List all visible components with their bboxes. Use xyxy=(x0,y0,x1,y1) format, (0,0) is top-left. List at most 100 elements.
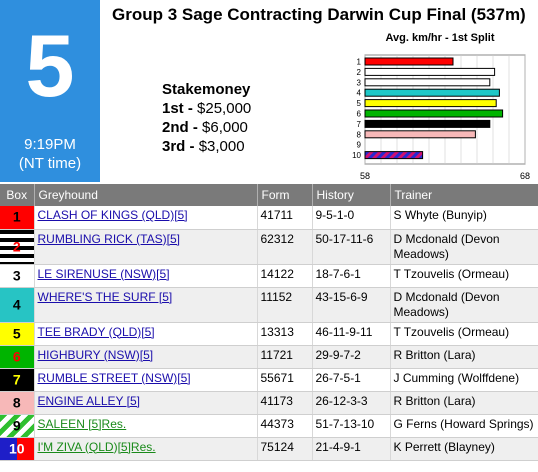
chart-category-labels: 123 45 678 910 xyxy=(352,58,361,161)
greyhound-cell: SALEEN [5]Res. xyxy=(34,414,258,438)
form-cell: 11721 xyxy=(257,345,313,369)
greyhound-link[interactable]: I'M ZIVA (QLD)[5]Res. xyxy=(37,439,156,454)
box-number: 8 xyxy=(12,394,21,410)
place-amount: $6,000 xyxy=(202,119,248,136)
box-number: 10 xyxy=(8,440,25,456)
field-table: Box Greyhound Form History Trainer 1 CLAS… xyxy=(0,184,538,461)
race-title: Group 3 Sage Contracting Darwin Cup Fina… xyxy=(112,5,526,24)
greyhound-link[interactable]: CLASH OF KINGS (QLD)[5] xyxy=(37,208,188,222)
greyhound-cell: ENGINE ALLEY [5] xyxy=(34,391,258,415)
box-cell: 6 xyxy=(0,345,35,369)
box-cell: 3 xyxy=(0,264,35,288)
box-cell: 2 xyxy=(0,229,35,265)
table-row: 6 HIGHBURY (NSW)[5] 11721 29-9-7-2 R Britton… xyxy=(0,345,538,369)
place-label: 2nd xyxy=(162,119,189,136)
form-cell: 44373 xyxy=(257,414,313,438)
x-tick-label: 68 xyxy=(520,171,530,181)
table-row: 1 CLASH OF KINGS (QLD)[5] 41711 9-5-1-0 S Wh… xyxy=(0,206,538,230)
chart-bar xyxy=(364,151,424,160)
trainer-cell: D Mcdonald (Devon Meadows) xyxy=(390,229,538,265)
box-cell: 8 xyxy=(0,391,35,415)
rug-icon: 6 xyxy=(0,345,34,368)
greyhound-link[interactable]: RUMBLE STREET (NSW)[5] xyxy=(37,370,191,385)
rug-icon: 3 xyxy=(0,264,34,287)
history-cell: 43-15-6-9 xyxy=(312,287,391,323)
category-label: 1 xyxy=(357,58,362,67)
trainer-cell: J Cumming (Wolffdene) xyxy=(390,368,538,392)
category-label: 4 xyxy=(357,89,362,98)
chart-bar xyxy=(364,109,504,118)
place-amount: $3,000 xyxy=(198,138,245,155)
greyhound-link[interactable]: HIGHBURY (NSW)[5] xyxy=(37,347,154,362)
chart-title: Avg. km/hr - 1st Split xyxy=(385,32,494,44)
form-cell: 75124 xyxy=(257,437,313,461)
rug-icon: 1 xyxy=(0,206,34,229)
box-number: 7 xyxy=(12,371,21,387)
race-time: 9:19PM xyxy=(24,136,76,153)
history-cell: 51-7-13-10 xyxy=(312,414,391,438)
stakemoney-heading: Stakemoney xyxy=(162,81,251,98)
greyhound-link[interactable]: RUMBLING RICK (TAS)[5] xyxy=(37,231,180,246)
category-label: 9 xyxy=(357,141,362,150)
column-header-greyhound: Greyhound xyxy=(34,184,258,206)
rug-icon: 9 xyxy=(0,414,34,437)
place-label: 1st xyxy=(162,100,184,117)
column-header-trainer: Trainer xyxy=(390,184,538,206)
trainer-cell: T Tzouvelis (Ormeau) xyxy=(390,322,538,346)
category-label: 6 xyxy=(357,110,362,119)
rug-icon: 7 xyxy=(0,368,34,391)
greyhound-cell: CLASH OF KINGS (QLD)[5] xyxy=(34,206,258,230)
rug-icon: 5 xyxy=(0,322,34,345)
table-row: 4 WHERE'S THE SURF [5] 11152 43-15-6-9 D Mcd… xyxy=(0,287,538,323)
category-label: 3 xyxy=(357,78,362,87)
form-cell: 41711 xyxy=(257,206,313,230)
box-cell: 5 xyxy=(0,322,35,346)
race-number-box: 5 9:19PM (NT time) xyxy=(0,0,100,182)
rug-icon: 2 xyxy=(0,229,34,264)
chart-bar xyxy=(364,57,454,66)
form-cell: 41173 xyxy=(257,391,313,415)
greyhound-link[interactable]: WHERE'S THE SURF [5] xyxy=(37,289,173,304)
history-cell: 18-7-6-1 xyxy=(312,264,391,288)
category-label: 7 xyxy=(357,120,362,129)
place-label: 3rd xyxy=(162,138,186,155)
table-row: 9 SALEEN [5]Res. 44373 51-7-13-10 G Ferns (H… xyxy=(0,414,538,438)
greyhound-link[interactable]: TEE BRADY (QLD)[5] xyxy=(37,324,155,339)
chart-bar xyxy=(364,119,491,128)
greyhound-cell: TEE BRADY (QLD)[5] xyxy=(34,322,258,346)
history-cell: 26-7-5-1 xyxy=(312,368,391,392)
rug-icon: 10 xyxy=(0,437,34,460)
box-cell: 9 xyxy=(0,414,35,438)
form-cell: 55671 xyxy=(257,368,313,392)
stakemoney-row: 2nd - $6,000 xyxy=(162,119,248,136)
race-number: 5 xyxy=(25,16,75,115)
rug-icon: 8 xyxy=(0,391,34,414)
chart-bar xyxy=(364,99,497,108)
greyhound-link[interactable]: ENGINE ALLEY [5] xyxy=(37,393,141,408)
box-number: 2 xyxy=(12,238,21,254)
greyhound-link[interactable]: SALEEN [5]Res. xyxy=(37,416,127,431)
greyhound-cell: LE SIRENUSE (NSW)[5] xyxy=(34,264,258,288)
box-number: 4 xyxy=(12,296,21,312)
category-label: 8 xyxy=(357,130,362,139)
chart-bar xyxy=(364,67,496,76)
greyhound-link[interactable]: LE SIRENUSE (NSW)[5] xyxy=(37,266,170,281)
column-header-history: History xyxy=(312,184,391,206)
greyhound-cell: RUMBLING RICK (TAS)[5] xyxy=(34,229,258,265)
history-cell: 50-17-11-6 xyxy=(312,229,391,265)
table-row: 8 ENGINE ALLEY [5] 41173 26-12-3-3 R Britton… xyxy=(0,391,538,415)
chart-bars xyxy=(364,57,504,160)
table-row: 3 LE SIRENUSE (NSW)[5] 14122 18-7-6-1 T Tzou… xyxy=(0,264,538,288)
box-cell: 10 xyxy=(0,437,35,461)
greyhound-cell: RUMBLE STREET (NSW)[5] xyxy=(34,368,258,392)
chart-bar xyxy=(364,88,500,97)
history-cell: 9-5-1-0 xyxy=(312,206,391,230)
form-cell: 13313 xyxy=(257,322,313,346)
box-number: 5 xyxy=(12,325,21,341)
place-amount: $25,000 xyxy=(197,100,252,117)
form-cell: 11152 xyxy=(257,287,313,323)
chart-bar xyxy=(364,130,476,139)
trainer-cell: R Britton (Lara) xyxy=(390,345,538,369)
trainer-cell: G Ferns (Howard Springs) xyxy=(390,414,538,438)
category-label: 5 xyxy=(357,99,362,108)
